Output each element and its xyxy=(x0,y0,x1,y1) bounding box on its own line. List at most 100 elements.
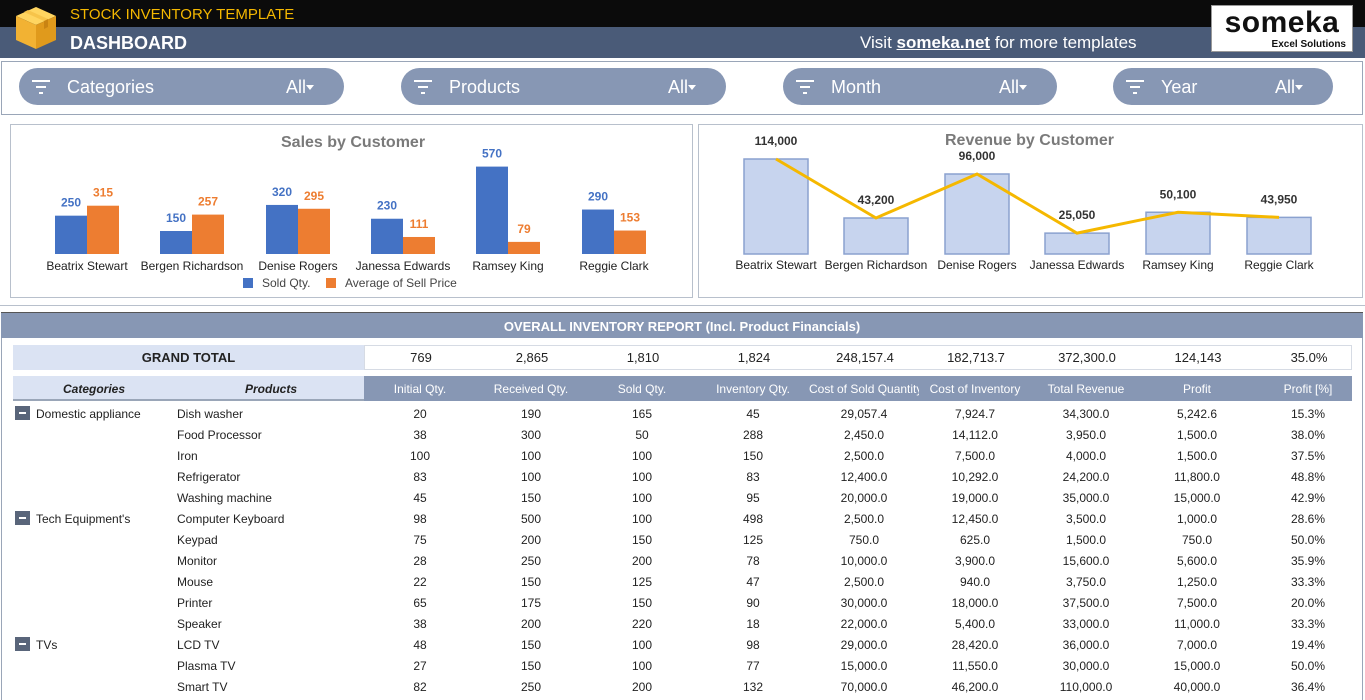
filter-products[interactable]: Products All xyxy=(401,68,726,105)
product-name: Mouse xyxy=(177,575,214,589)
table-cell: 27 xyxy=(413,659,427,673)
bar-revenue[interactable] xyxy=(843,217,909,255)
bar-avg-sell-price[interactable] xyxy=(298,208,330,254)
category-label: Denise Rogers xyxy=(258,259,337,273)
data-label: 79 xyxy=(517,222,531,236)
column-header[interactable]: Profit [%] xyxy=(1283,382,1333,396)
column-header[interactable]: Profit xyxy=(1182,382,1211,396)
bar-sold-qty[interactable] xyxy=(55,215,87,254)
column-header[interactable]: Received Qty. xyxy=(493,382,569,396)
someka-link[interactable]: someka.net xyxy=(896,33,991,52)
column-header[interactable]: Initial Qty. xyxy=(393,382,447,396)
category-label: Reggie Clark xyxy=(579,259,649,273)
table-row[interactable]: Refrigerator 83 100 100 83 12,400.0 10,292.0 24… xyxy=(13,466,1353,487)
bar-sold-qty[interactable] xyxy=(160,231,192,254)
col-products[interactable]: Products xyxy=(245,382,298,396)
bar-revenue[interactable] xyxy=(743,158,809,255)
column-header[interactable]: Inventory Qty. xyxy=(716,382,790,396)
table-cell: 15.3% xyxy=(1290,407,1326,421)
collapse-minus-icon[interactable] xyxy=(15,511,30,525)
brand-logo[interactable]: someka Excel Solutions xyxy=(1211,5,1353,52)
collapse-minus-icon[interactable] xyxy=(15,406,30,420)
table-row[interactable]: TVs LCD TV 48 150 100 98 29,000.0 28,420.0 36,00… xyxy=(13,634,1353,655)
header: STOCK INVENTORY TEMPLATE DASHBOARD Visit… xyxy=(0,0,1365,58)
table-cell: 1,000.0 xyxy=(1176,512,1218,526)
table-row[interactable]: Iron 100 100 100 150 2,500.0 7,500.0 4,000.0 1,5… xyxy=(13,445,1353,466)
grand-total-cell: 248,157.4 xyxy=(836,350,894,365)
product-name: Iron xyxy=(177,449,198,463)
table-row[interactable]: Printer 65 175 150 90 30,000.0 18,000.0 37,500.… xyxy=(13,592,1353,613)
table-cell: 150 xyxy=(631,596,653,610)
table-cell: 288 xyxy=(742,428,764,442)
table-row[interactable]: Keypad 75 200 150 125 750.0 625.0 1,500.0 750.0 5… xyxy=(13,529,1353,550)
table-row[interactable]: Food Processor 38 300 50 288 2,450.0 14,112.0 3… xyxy=(13,424,1353,445)
table-cell: 35.9% xyxy=(1290,554,1326,568)
data-label: 96,000 xyxy=(959,149,996,163)
grand-total-cell: 1,824 xyxy=(737,350,771,365)
col-categories[interactable]: Categories xyxy=(63,382,126,396)
revenue-trend-line xyxy=(775,157,1280,235)
table-cell: 7,000.0 xyxy=(1176,638,1218,652)
page-title: DASHBOARD xyxy=(70,33,187,53)
table-row[interactable]: Speaker 38 200 220 18 22,000.0 5,400.0 33,000.0… xyxy=(13,613,1353,634)
table-cell: 28,420.0 xyxy=(951,638,999,652)
visit-prefix: Visit xyxy=(860,33,892,52)
table-cell: 37.5% xyxy=(1290,449,1326,463)
table-row[interactable]: Domestic appliance Dish washer 20 190 165 45 2… xyxy=(13,403,1353,424)
filter-categories[interactable]: Categories All xyxy=(19,68,344,105)
filter-value: All xyxy=(998,77,1019,97)
grand-total-cell: 124,143 xyxy=(1174,350,1222,365)
table-cell: 7,500.0 xyxy=(954,449,996,463)
category-name: TVs xyxy=(36,638,58,652)
bar-avg-sell-price[interactable] xyxy=(614,230,646,254)
table-cell: 37,500.0 xyxy=(1062,596,1110,610)
bar-sold-qty[interactable] xyxy=(371,218,403,254)
table-cell: 35,000.0 xyxy=(1062,491,1110,505)
table-cell: 940.0 xyxy=(959,575,991,589)
bar-avg-sell-price[interactable] xyxy=(87,205,119,254)
table-row[interactable]: Washing machine 45 150 100 95 20,000.0 19,000.… xyxy=(13,487,1353,508)
column-header[interactable]: Sold Qty. xyxy=(617,382,667,396)
table-row[interactable]: Tech Equipment's Computer Keyboard 98 500 10… xyxy=(13,508,1353,529)
bar-revenue[interactable] xyxy=(1044,232,1110,255)
collapse-minus-icon[interactable] xyxy=(15,637,30,651)
bar-sold-qty[interactable] xyxy=(266,204,298,254)
filter-year[interactable]: Year All xyxy=(1113,68,1333,105)
bar-avg-sell-price[interactable] xyxy=(192,214,224,254)
table-cell: 12,450.0 xyxy=(951,512,999,526)
table-row[interactable]: Smart TV 82 250 200 132 70,000.0 46,200.0 110,0… xyxy=(13,676,1353,697)
table-row[interactable]: Monitor 28 250 200 78 10,000.0 3,900.0 15,600.0… xyxy=(13,550,1353,571)
table-cell: 20,000.0 xyxy=(840,491,888,505)
table-cell: 250 xyxy=(520,680,542,694)
table-row[interactable]: Plasma TV 27 150 100 77 15,000.0 11,550.0 30,00… xyxy=(13,655,1353,676)
box-logo-icon xyxy=(14,5,58,51)
filter-month[interactable]: Month All xyxy=(783,68,1057,105)
bar-avg-sell-price[interactable] xyxy=(508,241,540,254)
table-cell: 250 xyxy=(520,554,542,568)
bar-revenue[interactable] xyxy=(1145,211,1211,255)
bar-sold-qty[interactable] xyxy=(582,209,614,254)
bar-sold-qty[interactable] xyxy=(476,166,508,254)
legend-swatch xyxy=(326,278,336,288)
product-name: Washing machine xyxy=(177,491,272,505)
caret-down-icon xyxy=(306,85,314,90)
column-header[interactable]: Total Revenue xyxy=(1047,382,1125,396)
table-cell: 2,500.0 xyxy=(843,512,885,526)
table-row[interactable]: Mouse 22 150 125 47 2,500.0 940.0 3,750.0 1,250.… xyxy=(13,571,1353,592)
app-title: STOCK INVENTORY TEMPLATE xyxy=(70,6,295,23)
bar-avg-sell-price[interactable] xyxy=(403,236,435,254)
table-cell: 500 xyxy=(520,512,542,526)
table-cell: 150 xyxy=(520,659,542,673)
data-label: 111 xyxy=(410,217,429,231)
data-label: 153 xyxy=(620,211,640,225)
column-header[interactable]: Cost of Inventory xyxy=(929,382,1021,396)
brand-name: someka xyxy=(1224,6,1340,39)
column-header[interactable]: Cost of Sold Quantity xyxy=(809,382,919,396)
category-label: Denise Rogers xyxy=(937,258,1016,272)
brand-subtitle: Excel Solutions xyxy=(1271,39,1346,50)
table-cell: 5,600.0 xyxy=(1176,554,1218,568)
table-cell: 82 xyxy=(413,680,427,694)
product-name: Smart TV xyxy=(177,680,228,694)
bar-revenue[interactable] xyxy=(1246,216,1312,255)
table-cell: 24,200.0 xyxy=(1062,470,1110,484)
